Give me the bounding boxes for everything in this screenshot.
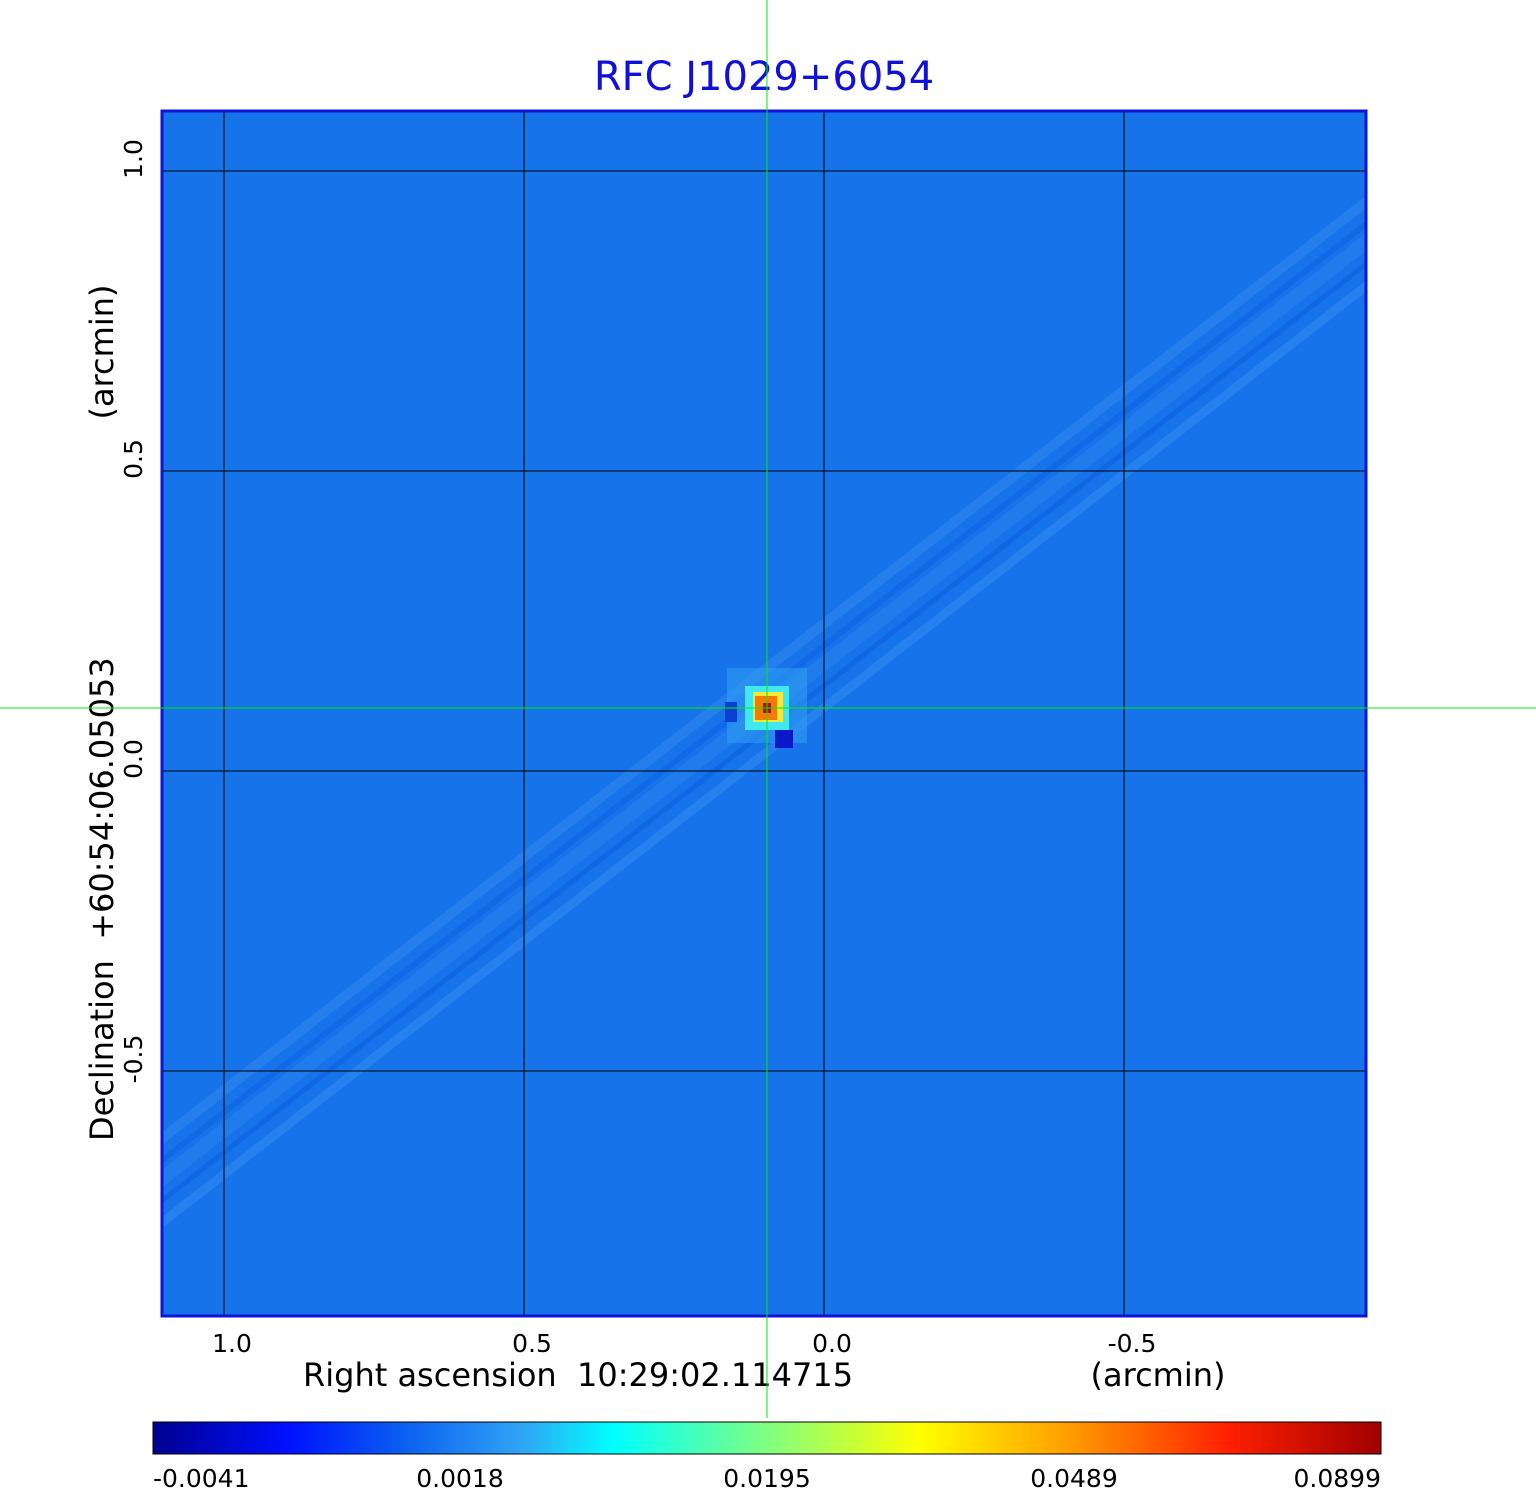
y-tick-label: 1.0 [119,139,148,179]
x-tick-label: 1.0 [212,1329,252,1358]
y-tick-label: 0.5 [119,439,148,479]
y-tick-label: -0.5 [119,1035,148,1084]
plot-frame [160,109,1368,1318]
chart-title: RFC J1029+6054 [594,54,934,100]
negative-lobe-left [725,702,737,722]
x-tick-label: 0.0 [812,1329,852,1358]
colorbar-tick-label: -0.0041 [153,1464,250,1493]
colorbar-tick-label: 0.0195 [723,1464,810,1493]
colorbar-tick-label: 0.0018 [416,1464,503,1493]
y-axis-label: Declination +60:54:06.05053 [83,657,121,1141]
y-tick-label: 0.0 [119,739,148,779]
y-axis-unit: (arcmin) [83,285,121,420]
negative-lobe [775,730,793,748]
grid-lines [163,112,1365,1315]
x-tick-label: -0.5 [1108,1329,1157,1358]
plot-area [160,109,1368,1318]
colorbar-tick-label: 0.0489 [1030,1464,1117,1493]
x-axis-unit: (arcmin) [1091,1356,1226,1394]
colorbar-gradient [152,1421,1382,1455]
y-tick-labels: 1.0 0.5 0.0 -0.5 [119,139,148,1083]
colorbar-tick-label: 0.0899 [1294,1464,1381,1493]
crosshair [0,0,1536,1418]
x-axis-label: Right ascension 10:29:02.114715 [303,1356,853,1394]
colorbar: -0.0041 0.0018 0.0195 0.0489 0.0899 [152,1421,1382,1493]
x-tick-label: 0.5 [512,1329,552,1358]
colorbar-tick-labels: -0.0041 0.0018 0.0195 0.0489 0.0899 [153,1464,1381,1493]
x-tick-labels: 1.0 0.5 0.0 -0.5 [212,1329,1156,1358]
